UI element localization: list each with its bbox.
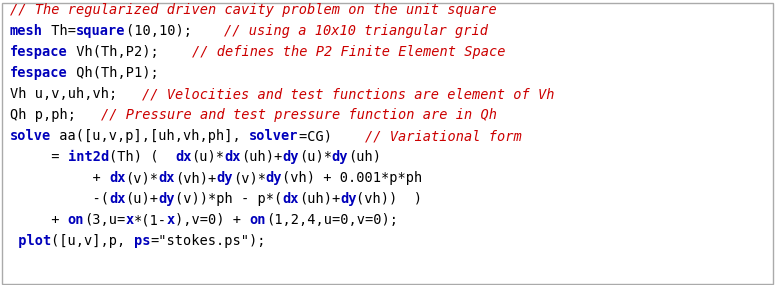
Text: (v))*ph - p*(: (v))*ph - p*( — [175, 192, 282, 206]
Text: solve: solve — [10, 129, 51, 143]
Text: +: + — [10, 171, 109, 185]
Text: // Variational form: // Variational form — [365, 129, 522, 143]
Text: (3,u=: (3,u= — [84, 213, 126, 227]
Text: Vh(Th,P2);: Vh(Th,P2); — [67, 45, 191, 59]
Text: (1,2,4,u=0,v=0);: (1,2,4,u=0,v=0); — [266, 213, 398, 227]
Text: dy: dy — [332, 150, 348, 164]
Text: Qh(Th,P1);: Qh(Th,P1); — [67, 66, 159, 80]
Text: // defines the P2 Finite Element Space: // defines the P2 Finite Element Space — [191, 45, 505, 59]
Text: ([u,v],p,: ([u,v],p, — [51, 234, 134, 248]
Text: fespace: fespace — [10, 45, 67, 59]
Text: int2d: int2d — [67, 150, 109, 164]
Text: (vh)+: (vh)+ — [175, 171, 216, 185]
Text: (u)+: (u)+ — [126, 192, 159, 206]
Text: (u)*: (u)* — [298, 150, 332, 164]
Text: dy: dy — [340, 192, 357, 206]
Text: +: + — [10, 213, 67, 227]
Text: dx: dx — [282, 192, 298, 206]
Text: (u)*: (u)* — [191, 150, 225, 164]
Text: // Pressure and test pressure function are in Qh: // Pressure and test pressure function a… — [101, 108, 497, 122]
Text: on: on — [67, 213, 84, 227]
Text: dx: dx — [159, 171, 175, 185]
Text: // Velocities and test functions are element of Vh: // Velocities and test functions are ele… — [142, 87, 554, 101]
Text: =: = — [10, 150, 67, 164]
Text: =CG): =CG) — [298, 129, 365, 143]
Text: Th=: Th= — [43, 24, 76, 38]
Text: square: square — [76, 24, 126, 38]
Text: fespace: fespace — [10, 66, 67, 80]
Text: Qh p,ph;: Qh p,ph; — [10, 108, 101, 122]
Text: on: on — [250, 213, 266, 227]
Text: (Th) (: (Th) ( — [109, 150, 175, 164]
Text: solver: solver — [250, 129, 298, 143]
Text: Vh u,v,uh,vh;: Vh u,v,uh,vh; — [10, 87, 142, 101]
Text: *(1-: *(1- — [134, 213, 167, 227]
Text: ="stokes.ps");: ="stokes.ps"); — [150, 234, 266, 248]
Text: (uh): (uh) — [348, 150, 381, 164]
Text: (uh)+: (uh)+ — [241, 150, 282, 164]
Text: plot: plot — [10, 234, 51, 248]
Text: dy: dy — [159, 192, 175, 206]
Text: mesh: mesh — [10, 24, 43, 38]
Text: dx: dx — [175, 150, 191, 164]
Text: dy: dy — [282, 150, 298, 164]
FancyBboxPatch shape — [2, 3, 773, 284]
Text: (v)*: (v)* — [126, 171, 159, 185]
Text: (10,10);: (10,10); — [126, 24, 225, 38]
Text: // using a 10x10 triangular grid: // using a 10x10 triangular grid — [225, 24, 488, 38]
Text: -(: -( — [10, 192, 109, 206]
Text: dy: dy — [266, 171, 282, 185]
Text: dx: dx — [225, 150, 241, 164]
Text: (uh)+: (uh)+ — [298, 192, 340, 206]
Text: x: x — [167, 213, 175, 227]
Text: dx: dx — [109, 192, 126, 206]
Text: dx: dx — [109, 171, 126, 185]
Text: (vh))  ): (vh)) ) — [356, 192, 422, 206]
Text: dy: dy — [216, 171, 232, 185]
Text: ps: ps — [134, 234, 150, 248]
Text: ),v=0) +: ),v=0) + — [175, 213, 250, 227]
Text: // The regularized driven cavity problem on the unit square: // The regularized driven cavity problem… — [10, 3, 497, 17]
Text: (vh) + 0.001*p*ph: (vh) + 0.001*p*ph — [282, 171, 422, 185]
Text: x: x — [126, 213, 134, 227]
Text: aa([u,v,p],[uh,vh,ph],: aa([u,v,p],[uh,vh,ph], — [51, 129, 250, 143]
Text: (v)*: (v)* — [232, 171, 266, 185]
